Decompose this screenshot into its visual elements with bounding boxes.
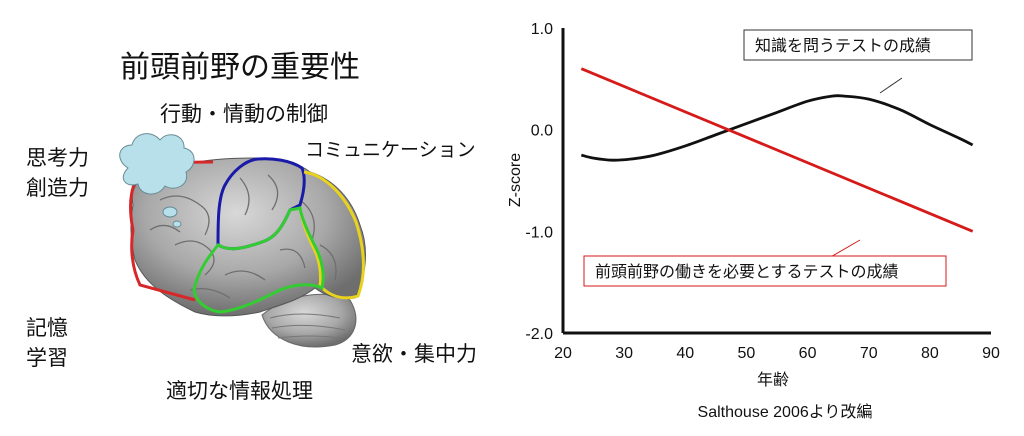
label-communication: コミュニケーション	[305, 139, 476, 161]
diagram-title: 前頭前野の重要性	[120, 50, 360, 85]
source-citation: Salthouse 2006より改編	[698, 403, 873, 421]
x-tick-label: 20	[554, 345, 572, 362]
legend-label-frontal: 前頭前野の働きを必要とするテストの成績	[595, 263, 899, 281]
x-tick-label: 50	[738, 345, 756, 362]
x-tick-label: 60	[799, 345, 817, 362]
y-tick-label: -1.0	[525, 224, 553, 241]
label-motivation-focus: 意欲・集中力	[351, 342, 477, 366]
x-axis-label: 年齢	[757, 371, 789, 389]
green-region-outline	[192, 206, 325, 314]
y-tick-label: 1.0	[531, 21, 553, 38]
label-behavior-control: 行動・情動の制御	[160, 102, 328, 126]
legend-label-knowledge: 知識を問うテストの成績	[755, 37, 931, 55]
y-tick-label: -2.0	[525, 326, 553, 343]
legend-box-knowledge	[743, 29, 973, 61]
x-tick-label: 90	[982, 345, 1000, 362]
x-tick-label: 80	[921, 345, 939, 362]
legend-leader-knowledge	[879, 77, 903, 94]
label-thinking-creativity: 思考力 創造力	[26, 146, 89, 200]
series-line-1	[580, 67, 974, 233]
y-axis-label: Z-score	[507, 153, 524, 207]
x-tick-label: 40	[676, 345, 694, 362]
thought-cloud-icon	[119, 133, 195, 228]
label-memory-learning: 記憶 学習	[26, 316, 68, 370]
yellow-region-outline	[298, 170, 365, 300]
label-information-processing: 適切な情報処理	[166, 379, 313, 403]
legend-box-frontal	[583, 255, 947, 287]
series-line-0	[580, 94, 974, 162]
cerebellum-shape	[261, 293, 357, 348]
y-tick-label: 0.0	[531, 123, 553, 140]
x-tick-label: 30	[615, 345, 633, 362]
x-tick-label: 70	[860, 345, 878, 362]
